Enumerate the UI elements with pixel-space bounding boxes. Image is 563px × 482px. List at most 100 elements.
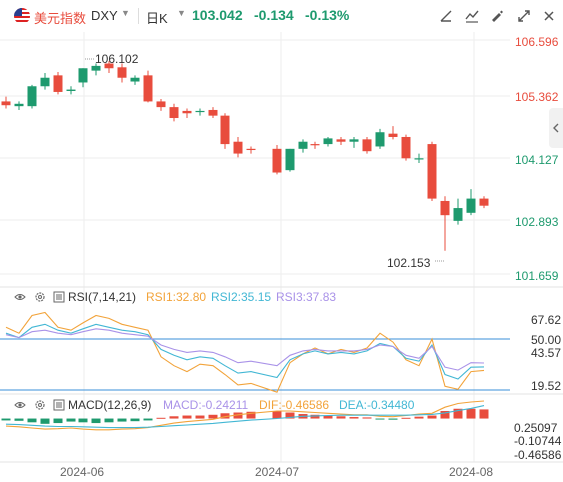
low-annotation: 102.153	[387, 256, 431, 270]
price-tick-1: 106.596	[515, 35, 559, 49]
expand-icon[interactable]	[516, 8, 532, 24]
macd-bar	[195, 415, 205, 419]
macd-tick-2: -0.10744	[514, 434, 562, 448]
macd-bar	[466, 408, 476, 419]
macd-bar	[362, 417, 372, 419]
price-tick-4: 102.893	[515, 215, 559, 229]
candle-body	[285, 148, 295, 171]
macd-bar	[14, 418, 24, 421]
eye-icon[interactable]	[14, 399, 26, 411]
price-tick-5: 101.659	[515, 269, 559, 283]
macd-bar	[323, 415, 333, 419]
candle-body	[14, 103, 24, 107]
candle-body	[453, 208, 463, 221]
macd-bar	[91, 418, 101, 424]
last-price: 103.042	[192, 7, 243, 23]
header-divider	[138, 8, 139, 24]
macd-tick-3: -0.46586	[514, 448, 562, 462]
candle-body	[104, 63, 114, 69]
macd-bar	[440, 411, 450, 419]
draw-tools-icon[interactable]	[438, 8, 454, 24]
side-panel-toggle[interactable]	[549, 108, 563, 148]
eye-icon[interactable]	[14, 291, 26, 303]
candle-body	[208, 109, 218, 116]
macd-bar	[388, 418, 398, 420]
macd-title: MACD(12,26,9)	[68, 398, 152, 412]
candle-body	[375, 132, 385, 147]
macd-bar	[336, 416, 346, 419]
chevron-left-icon	[553, 123, 559, 133]
settings-icon[interactable]	[34, 291, 46, 303]
macd-bar	[414, 416, 424, 419]
rsi-tick-2: 50.00	[531, 333, 561, 347]
macd-bar	[169, 416, 179, 419]
candle-body	[401, 136, 411, 159]
indicator-icon[interactable]	[464, 8, 480, 24]
candle-body	[143, 75, 153, 102]
price-change-percent: -0.13%	[305, 7, 350, 23]
close-icon[interactable]	[541, 8, 557, 24]
macd-bar	[182, 415, 192, 419]
rsi-line-2	[5, 323, 485, 380]
candle-body	[298, 141, 308, 149]
candle-body	[323, 138, 333, 145]
rsi-title: RSI(7,14,21)	[68, 290, 137, 304]
price-tick-3: 104.127	[515, 153, 559, 167]
macd-bar	[375, 418, 385, 420]
macd-bar	[349, 417, 359, 419]
candle-body	[272, 148, 282, 173]
candle-body	[233, 141, 243, 154]
period-dropdown-icon[interactable]: ▼	[177, 8, 186, 18]
rsi-series	[5, 311, 485, 393]
dea-line	[5, 405, 485, 429]
macd-bar	[208, 414, 218, 419]
macd-bar	[130, 418, 140, 422]
macd-value: MACD:-0.24211	[163, 398, 249, 412]
macd-bar	[143, 418, 153, 421]
macd-bar	[479, 409, 489, 419]
indicator-list-icon[interactable]	[53, 399, 65, 411]
macd-bar	[156, 417, 166, 419]
candle-body	[362, 139, 372, 152]
candle-body	[1, 101, 11, 106]
candle-body	[479, 198, 489, 206]
us-flag-icon	[14, 8, 30, 24]
candle-body	[156, 101, 166, 108]
candle-body	[91, 65, 101, 71]
macd-lines	[5, 400, 485, 431]
macd-bar	[27, 418, 37, 423]
settings-icon[interactable]	[34, 399, 46, 411]
rsi-line-1	[5, 311, 485, 393]
symbol-code[interactable]: DXY	[91, 8, 118, 23]
date-label-2: 2024-07	[255, 465, 299, 479]
rsi2-value: RSI2:35.15	[211, 290, 272, 304]
macd-bar	[66, 418, 76, 422]
macd-bar	[53, 418, 63, 424]
dif-value: DIF:-0.46586	[259, 398, 330, 412]
macd-bar	[104, 418, 114, 423]
candle-body	[27, 86, 37, 107]
candle-body	[427, 144, 437, 199]
candle-body	[388, 133, 398, 137]
price-change: -0.134	[254, 7, 294, 23]
macd-bar	[310, 414, 320, 419]
rsi-tick-4: 19.52	[531, 379, 561, 393]
period-selector[interactable]: 日K	[146, 11, 168, 26]
symbol-name[interactable]: 美元指数	[34, 11, 87, 26]
macd-bar	[220, 413, 230, 419]
rsi-tick-3: 43.57	[531, 346, 561, 360]
candle-body	[66, 89, 76, 91]
candle-body	[336, 139, 346, 142]
drawing-toggle-icon[interactable]	[489, 8, 505, 24]
indicator-list-icon[interactable]	[53, 291, 65, 303]
macd-bar	[401, 417, 411, 419]
candlestick-series	[1, 61, 489, 251]
rsi-line-3	[5, 328, 485, 371]
candle-body	[246, 148, 256, 151]
symbol-dropdown-icon[interactable]: ▼	[121, 8, 130, 18]
price-tick-2: 105.362	[515, 90, 559, 104]
candle-body	[169, 107, 179, 119]
dea-value: DEA:-0.34480	[339, 398, 415, 412]
macd-bar	[78, 418, 88, 423]
